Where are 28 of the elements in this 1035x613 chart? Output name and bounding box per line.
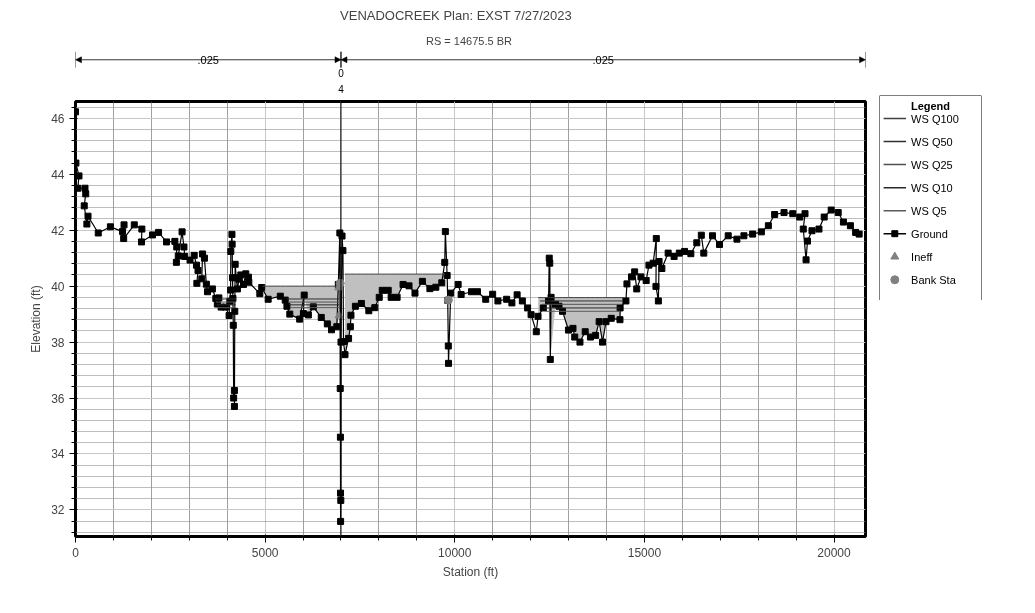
- y-tick-label: 32: [51, 503, 65, 518]
- legend-label: WS Q100: [911, 112, 959, 125]
- legend-label: Ineff: [911, 250, 934, 263]
- text: 0: [338, 67, 345, 79]
- text: 4: [338, 83, 345, 95]
- legend-label: Ground: [911, 227, 948, 240]
- x-tick-label: 0: [72, 545, 80, 560]
- chart-title: VENADOCREEK Plan: EXST 7/27/2023: [340, 7, 572, 23]
- y-tick-label: 36: [51, 391, 65, 406]
- x-tick-label: 5000: [251, 545, 279, 560]
- x-axis-title: Station (ft): [442, 564, 499, 579]
- y-axis-title: Elevation (ft): [29, 285, 44, 353]
- chart-subtitle: RS = 14675.5 BR: [426, 34, 512, 47]
- x-tick-label: 10000: [438, 545, 472, 560]
- y-tick-label: 42: [51, 223, 65, 238]
- legend-label: WS Q10: [911, 181, 953, 194]
- y-tick-label: 34: [51, 447, 65, 462]
- legend-label: Bank Sta: [911, 273, 957, 286]
- legend-title: Legend: [910, 99, 951, 112]
- y-tick-label: 46: [51, 111, 65, 126]
- y-tick-label: 44: [51, 167, 65, 182]
- x-tick-label: 20000: [817, 545, 852, 560]
- legend-label: WS Q5: [911, 204, 947, 217]
- y-tick-label: 38: [51, 335, 65, 350]
- legend-label: WS Q25: [911, 158, 953, 171]
- legend-label: WS Q50: [911, 135, 953, 148]
- y-tick-label: 40: [51, 279, 65, 294]
- x-tick-label: 15000: [627, 545, 662, 560]
